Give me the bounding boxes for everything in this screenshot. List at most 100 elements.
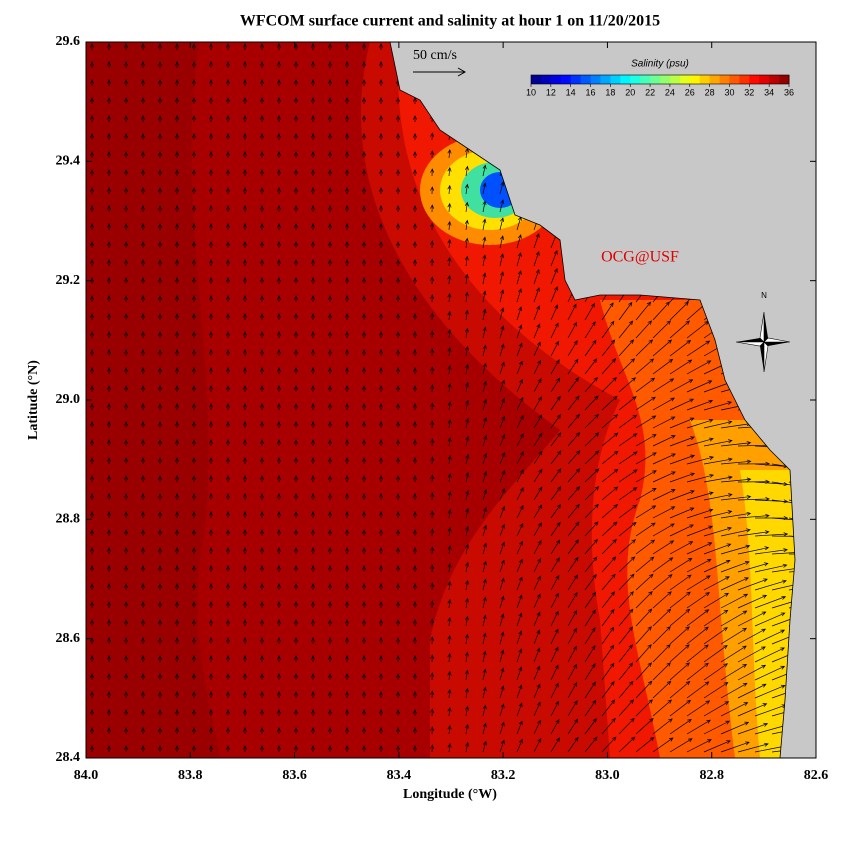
colorbar-frame (530, 74, 790, 85)
current-arrow (703, 663, 728, 681)
current-arrow (208, 349, 214, 356)
current-arrow (174, 691, 180, 698)
current-arrow (310, 313, 316, 320)
current-arrow (310, 151, 316, 158)
current-arrow (430, 348, 435, 357)
current-arrow (208, 97, 214, 104)
current-arrow (157, 637, 163, 644)
current-arrow (464, 165, 469, 177)
current-arrow (652, 737, 674, 753)
current-arrow (378, 223, 384, 230)
current-arrow (482, 326, 487, 339)
current-arrow (482, 560, 487, 573)
current-arrow (327, 367, 333, 374)
current-arrow (703, 644, 728, 663)
current-arrow (225, 367, 231, 374)
current-arrow (106, 61, 112, 68)
current-arrow (395, 439, 401, 446)
colorbar-swatch (560, 75, 572, 84)
current-arrow (140, 115, 146, 122)
current-arrow (516, 612, 523, 627)
current-arrow (412, 583, 418, 590)
current-arrow (430, 384, 435, 393)
current-arrow (395, 187, 401, 194)
current-arrow (106, 169, 112, 176)
current-arrow (361, 619, 367, 626)
current-arrow (242, 547, 248, 554)
current-arrow (191, 529, 197, 536)
current-arrow (447, 238, 452, 249)
current-arrow (516, 648, 523, 663)
current-arrow (482, 308, 487, 321)
current-arrow (259, 655, 265, 662)
colorbar-swatch (739, 75, 750, 84)
current-arrow (618, 339, 635, 357)
current-arrow (550, 628, 559, 645)
current-arrow (361, 115, 367, 122)
current-arrow (378, 169, 384, 176)
current-arrow (499, 343, 505, 357)
current-arrow (516, 504, 524, 519)
current-arrow (635, 505, 657, 519)
current-arrow (482, 362, 487, 375)
current-arrow (482, 398, 488, 411)
current-arrow (310, 385, 316, 392)
current-arrow (140, 421, 146, 428)
current-arrow (225, 709, 231, 716)
current-arrow (123, 547, 129, 554)
current-arrow (361, 421, 367, 428)
current-arrow (703, 701, 730, 717)
colorbar-tick-label: 10 (526, 87, 536, 97)
current-arrow (395, 583, 401, 590)
current-arrow (361, 601, 367, 608)
current-arrow (191, 133, 197, 140)
current-arrow (123, 151, 129, 158)
current-arrow (140, 619, 146, 626)
current-arrow (430, 132, 435, 141)
current-arrow (89, 583, 95, 590)
current-arrow (208, 205, 214, 212)
current-arrow (412, 529, 418, 536)
current-arrow (310, 403, 316, 410)
current-arrow (344, 43, 350, 50)
current-arrow (395, 637, 401, 644)
current-arrow (327, 205, 333, 212)
current-arrow (378, 439, 384, 446)
current-arrow (208, 61, 214, 68)
colorbar-swatch (779, 75, 790, 84)
current-arrow (482, 380, 487, 393)
current-arrow (499, 559, 505, 573)
current-arrow (395, 367, 401, 374)
y-tick-label: 28.8 (56, 512, 81, 527)
current-arrow (669, 644, 690, 663)
current-arrow (412, 691, 418, 698)
current-arrow (310, 295, 316, 302)
current-arrow (208, 547, 214, 554)
current-arrow (276, 187, 282, 194)
current-arrow (106, 745, 112, 752)
current-arrow (516, 666, 523, 681)
current-arrow (327, 133, 333, 140)
current-arrow (635, 358, 655, 375)
current-arrow (499, 271, 504, 285)
current-arrow (720, 459, 752, 465)
current-arrow (447, 346, 452, 357)
current-arrow (310, 637, 316, 644)
current-arrow (412, 673, 418, 680)
current-arrow (89, 115, 95, 122)
current-arrow (174, 493, 180, 500)
current-arrow (464, 291, 469, 303)
current-arrow (720, 477, 752, 483)
current-arrow (378, 547, 384, 554)
current-arrow (361, 727, 367, 734)
current-arrow (361, 403, 367, 410)
current-arrow (106, 241, 112, 248)
current-arrow (191, 43, 197, 50)
current-arrow (447, 148, 452, 159)
current-arrow (720, 577, 749, 591)
current-arrow (686, 399, 714, 411)
x-tick-label: 83.0 (595, 768, 620, 783)
current-arrow (395, 259, 401, 266)
current-arrow (430, 654, 435, 663)
current-arrow (327, 43, 333, 50)
